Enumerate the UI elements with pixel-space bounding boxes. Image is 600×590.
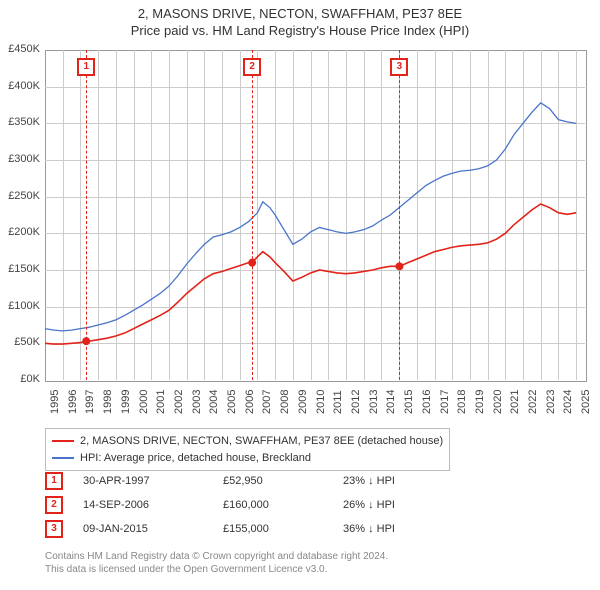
event-marker-box: 2 [243,58,261,76]
event-marker-line [86,50,87,380]
event-marker-box: 1 [77,58,95,76]
hpi-line [45,103,576,331]
event-marker-line [252,50,253,380]
event-marker-box: 3 [390,58,408,76]
chart-svg [0,0,600,590]
event-marker-line [399,50,400,380]
price-line [45,204,576,344]
chart-container: 2, MASONS DRIVE, NECTON, SWAFFHAM, PE37 … [0,0,600,590]
